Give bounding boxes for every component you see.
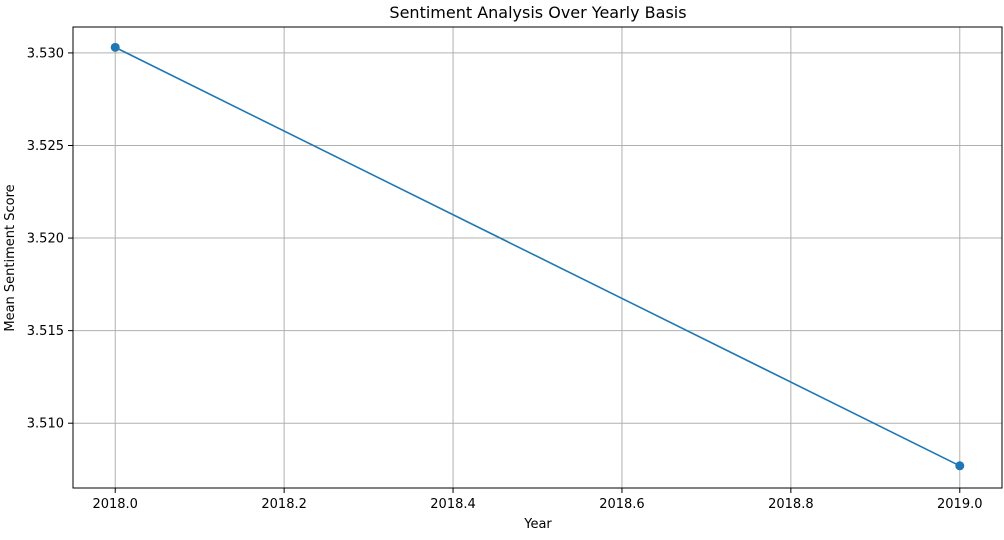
ticks: 2018.0 2018.2 2018.4 2018.6 2018.8 2019.0 3.51… (27, 46, 983, 512)
chart-title: Sentiment Analysis Over Yearly Basis (389, 3, 686, 22)
y-tick-label: 3.520 (27, 232, 64, 247)
x-tick-label: 2018.8 (768, 497, 814, 512)
y-tick-label: 3.525 (27, 139, 64, 154)
data-point (110, 42, 120, 52)
series-layer (110, 42, 965, 471)
y-tick-label: 3.510 (27, 417, 64, 432)
x-tick-label: 2019.0 (937, 497, 983, 512)
y-tick-label: 3.515 (27, 324, 64, 339)
x-axis-label: Year (523, 517, 552, 532)
grid (73, 27, 1002, 488)
x-tick-label: 2018.6 (599, 497, 645, 512)
y-axis-label: Mean Sentiment Score (3, 184, 18, 331)
x-tick-label: 2018.2 (261, 497, 307, 512)
x-tick-label: 2018.0 (92, 497, 138, 512)
y-tick-label: 3.530 (27, 46, 64, 61)
plot-frame (72, 26, 1003, 489)
data-point (955, 461, 965, 471)
series-line (114, 46, 961, 467)
x-tick-label: 2018.4 (430, 497, 476, 512)
